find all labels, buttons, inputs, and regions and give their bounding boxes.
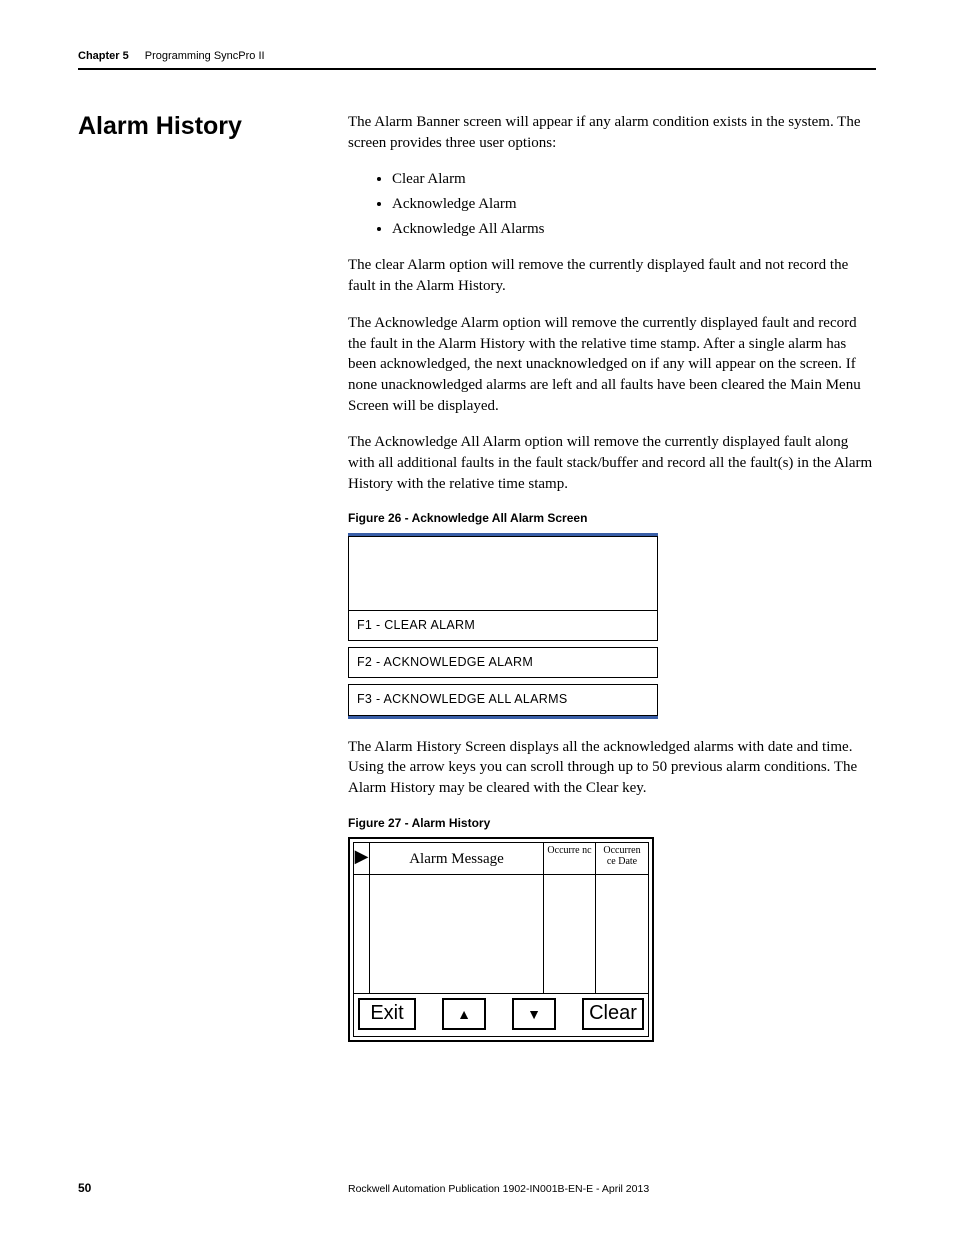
figure26-row-f2: F2 - ACKNOWLEDGE ALARM bbox=[348, 647, 658, 678]
history-paragraph: The Alarm History Screen displays all th… bbox=[348, 737, 876, 799]
right-column: The Alarm Banner screen will appear if a… bbox=[348, 112, 876, 1062]
occurrence-header: Occurre nc bbox=[544, 843, 596, 874]
figure27-header: ▶ Alarm Message Occurre nc Occurren ce D… bbox=[354, 843, 648, 875]
figure26-row-f3: F3 - ACKNOWLEDGE ALL ALARMS bbox=[348, 684, 658, 715]
figure26-row-f1: F1 - CLEAR ALARM bbox=[348, 610, 658, 641]
up-arrow-button[interactable]: ▲ bbox=[442, 998, 486, 1030]
down-arrow-button[interactable]: ▼ bbox=[512, 998, 556, 1030]
list-item: Acknowledge Alarm bbox=[392, 194, 876, 215]
clear-button[interactable]: Clear bbox=[582, 998, 644, 1030]
list-item: Clear Alarm bbox=[392, 169, 876, 190]
figure26-blank-area bbox=[348, 536, 658, 610]
figure26: F1 - CLEAR ALARM F2 - ACKNOWLEDGE ALARM … bbox=[348, 533, 658, 719]
figure27-inner: ▶ Alarm Message Occurre nc Occurren ce D… bbox=[353, 842, 649, 1037]
intro-paragraph: The Alarm Banner screen will appear if a… bbox=[348, 112, 876, 153]
pointer-icon: ▶ bbox=[354, 843, 370, 874]
figure27: ▶ Alarm Message Occurre nc Occurren ce D… bbox=[348, 837, 654, 1042]
figure27-buttons: Exit ▲ ▼ Clear bbox=[354, 993, 648, 1036]
publication-info: Rockwell Automation Publication 1902-IN0… bbox=[348, 1183, 876, 1195]
chapter-title: Programming SyncPro II bbox=[145, 50, 265, 62]
page-footer: 50 Rockwell Automation Publication 1902-… bbox=[78, 1181, 876, 1195]
figure27-body bbox=[354, 875, 648, 993]
left-column: Alarm History bbox=[78, 112, 348, 1062]
content: Alarm History The Alarm Banner screen wi… bbox=[78, 112, 876, 1062]
page-header: Chapter 5 Programming SyncPro II bbox=[78, 50, 876, 70]
figure26-caption: Figure 26 - Acknowledge All Alarm Screen bbox=[348, 510, 876, 527]
ack-paragraph: The Acknowledge Alarm option will remove… bbox=[348, 313, 876, 416]
section-heading: Alarm History bbox=[78, 112, 348, 141]
chapter-label: Chapter 5 bbox=[78, 50, 129, 62]
clear-paragraph: The clear Alarm option will remove the c… bbox=[348, 255, 876, 296]
page-number: 50 bbox=[78, 1181, 348, 1195]
list-item: Acknowledge All Alarms bbox=[392, 219, 876, 240]
alarm-message-header: Alarm Message bbox=[370, 843, 544, 874]
figure27-caption: Figure 27 - Alarm History bbox=[348, 815, 876, 832]
options-list: Clear Alarm Acknowledge Alarm Acknowledg… bbox=[392, 169, 876, 239]
ack-all-paragraph: The Acknowledge All Alarm option will re… bbox=[348, 432, 876, 494]
occurrence-date-header: Occurren ce Date bbox=[596, 843, 648, 874]
exit-button[interactable]: Exit bbox=[358, 998, 416, 1030]
